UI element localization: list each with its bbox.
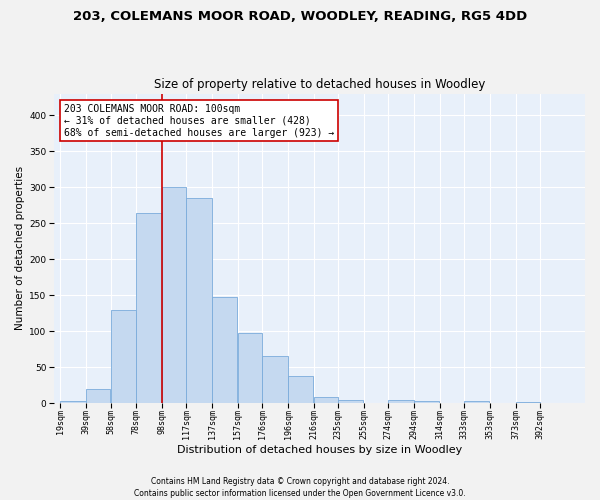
Bar	[212, 296, 238, 403]
Bar	[262, 356, 287, 403]
Text: 203 COLEMANS MOOR ROAD: 100sqm
← 31% of detached houses are smaller (428)
68% of: 203 COLEMANS MOOR ROAD: 100sqm ← 31% of …	[64, 104, 335, 138]
Bar	[86, 389, 110, 403]
Y-axis label: Number of detached properties: Number of detached properties	[15, 166, 25, 330]
Bar	[187, 198, 212, 403]
Bar	[388, 400, 413, 403]
Bar	[464, 401, 490, 403]
Bar	[238, 332, 262, 403]
Text: Contains HM Land Registry data © Crown copyright and database right 2024.
Contai: Contains HM Land Registry data © Crown c…	[134, 476, 466, 498]
Text: 203, COLEMANS MOOR ROAD, WOODLEY, READING, RG5 4DD: 203, COLEMANS MOOR ROAD, WOODLEY, READIN…	[73, 10, 527, 23]
Bar	[414, 401, 439, 403]
Bar	[110, 310, 136, 403]
Bar	[136, 213, 161, 403]
Title: Size of property relative to detached houses in Woodley: Size of property relative to detached ho…	[154, 78, 485, 91]
Bar	[288, 376, 313, 403]
Bar	[61, 401, 86, 403]
Bar	[162, 187, 186, 403]
Bar	[515, 402, 539, 403]
Bar	[314, 396, 338, 403]
X-axis label: Distribution of detached houses by size in Woodley: Distribution of detached houses by size …	[177, 445, 462, 455]
Bar	[338, 400, 364, 403]
